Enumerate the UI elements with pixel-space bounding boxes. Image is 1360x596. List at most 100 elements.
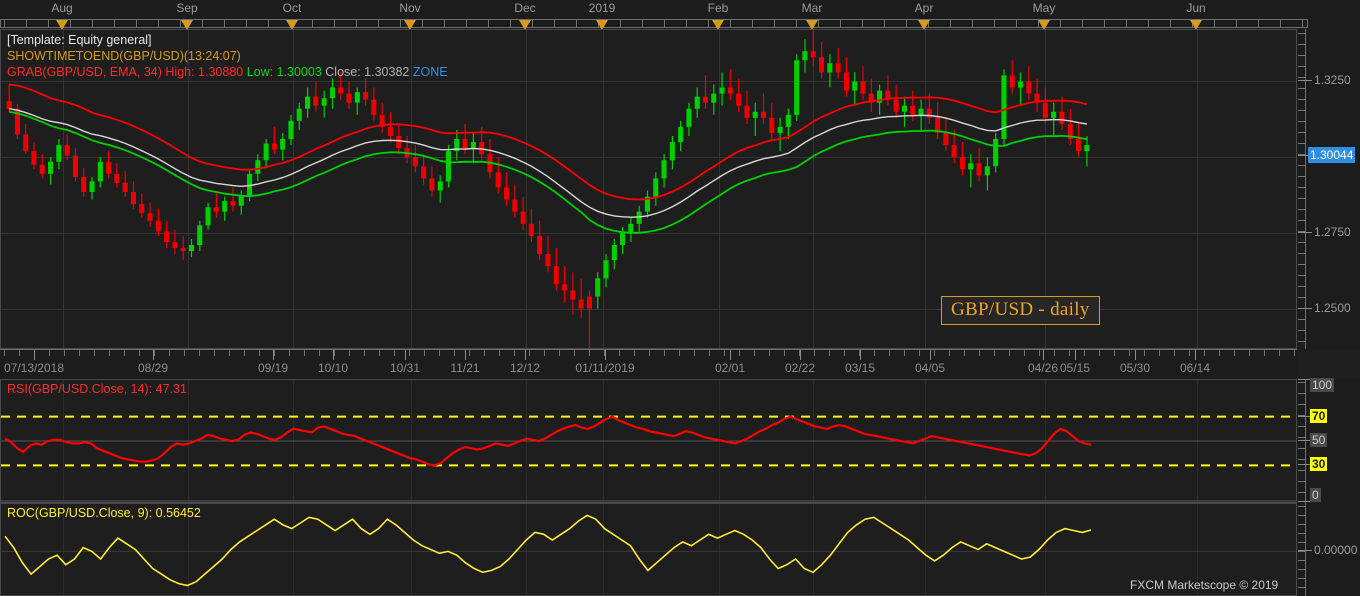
gridline-vertical	[293, 30, 294, 348]
rsi-axis[interactable]: 100 70 50 30 0	[1297, 378, 1360, 503]
date-axis-label: 05/30	[1119, 361, 1151, 375]
date-axis-minor-tick	[664, 350, 665, 356]
date-axis-minor-tick	[679, 350, 680, 356]
ruler-tick	[686, 20, 687, 27]
date-axis[interactable]: 07/13/2018 08/29 09/19 10/10 10/31 11/21 12/12…	[0, 349, 1297, 379]
date-axis-minor-tick	[49, 350, 50, 356]
zone-label: ZONE	[412, 65, 448, 79]
date-axis-minor-tick	[454, 350, 455, 356]
rsi-panel[interactable]: RSI(GBP/USD.Close, 14): 47.31	[0, 379, 1297, 503]
date-axis-minor-tick	[1219, 350, 1220, 356]
price-axis[interactable]: 1.3250 1.2750 1.2500 1.30044	[1297, 29, 1360, 349]
gridline-vertical	[719, 504, 720, 595]
date-axis-minor-tick	[274, 350, 275, 356]
date-axis-label: 03/15	[844, 361, 876, 375]
price-axis-minor-tick	[1298, 88, 1306, 89]
ruler-month-label: May	[1032, 1, 1056, 15]
ruler-tick	[906, 20, 907, 27]
gridline-vertical	[63, 30, 64, 348]
rsi-axis-label: 100	[1310, 378, 1335, 392]
ruler-tick	[1060, 20, 1061, 27]
date-axis-minor-tick	[1279, 350, 1280, 356]
rsi-axis-major-tick	[1298, 415, 1312, 417]
rsi-axis-minor-tick	[1298, 459, 1306, 460]
date-axis-major-tick	[1195, 350, 1196, 360]
ruler-tick	[158, 20, 159, 27]
current-price-tick	[1298, 154, 1312, 156]
date-axis-minor-tick	[784, 350, 785, 356]
date-axis-major-tick	[1075, 350, 1076, 360]
date-axis-major-tick	[800, 350, 801, 360]
month-marker-triangle	[286, 20, 298, 30]
date-axis-minor-tick	[829, 350, 830, 356]
price-axis-minor-tick	[1298, 297, 1306, 298]
gridline-vertical	[411, 504, 412, 595]
date-axis-minor-tick	[604, 350, 605, 356]
gridline-vertical	[925, 504, 926, 595]
price-axis-minor-tick	[1298, 319, 1306, 320]
vendor-watermark: FXCM Marketscope © 2019	[1130, 578, 1279, 592]
ruler-month-label: Oct	[282, 1, 302, 15]
month-ruler[interactable]: Aug Sep Oct Nov Dec 2019 Feb Mar Apr May Jun	[0, 0, 1360, 30]
ruler-month-label: Jun	[1186, 1, 1206, 15]
roc-axis[interactable]: 0.00000	[1297, 503, 1360, 596]
ruler-tick	[334, 20, 335, 27]
price-axis-label: 1.2500	[1314, 300, 1351, 315]
date-axis-minor-tick	[169, 350, 170, 356]
date-axis-line	[0, 349, 1297, 350]
date-axis-label: 12/12	[509, 361, 541, 375]
gridline-vertical	[1197, 504, 1198, 595]
date-axis-major-tick	[465, 350, 466, 360]
month-marker-triangle	[181, 20, 193, 30]
ruler-tick	[378, 20, 379, 27]
roc-axis-minor-tick	[1298, 542, 1306, 543]
date-axis-minor-tick	[154, 350, 155, 356]
date-axis-major-tick	[333, 350, 334, 360]
date-axis-minor-tick	[619, 350, 620, 356]
current-price-badge: 1.30044	[1308, 146, 1356, 163]
roc-axis-minor-tick	[1298, 587, 1306, 588]
rsi-axis-major-tick	[1298, 379, 1312, 380]
price-axis-label: 1.3250	[1314, 73, 1351, 88]
rsi-axis-major-tick	[1298, 464, 1312, 466]
date-axis-minor-tick	[1264, 350, 1265, 356]
rsi-axis-minor-tick	[1298, 437, 1306, 438]
ruler-tick	[488, 20, 489, 27]
date-axis-label: 07/13/2018	[3, 361, 65, 375]
date-axis-minor-tick	[739, 350, 740, 356]
date-axis-minor-tick	[64, 350, 65, 356]
roc-axis-minor-tick	[1298, 569, 1306, 570]
ruler-tick	[620, 20, 621, 27]
rsi-axis-minor-tick	[1298, 470, 1306, 471]
date-axis-label: 05/15	[1059, 361, 1091, 375]
price-axis-minor-tick	[1298, 209, 1306, 210]
date-axis-minor-tick	[1024, 350, 1025, 356]
date-axis-minor-tick	[919, 350, 920, 356]
price-axis-major-tick	[1298, 307, 1312, 309]
gridline-vertical	[719, 30, 720, 348]
price-axis-label: 1.2750	[1314, 224, 1351, 239]
ruler-month-label: Mar	[801, 1, 823, 15]
ruler-tick	[136, 20, 137, 27]
date-axis-label: 11/21	[450, 361, 480, 375]
ruler-tick	[884, 20, 885, 27]
ruler-month-label: Nov	[399, 1, 421, 15]
ruler-month-label: Feb	[707, 1, 729, 15]
rsi-axis-minor-tick	[1298, 481, 1306, 482]
price-axis-minor-tick	[1298, 110, 1306, 111]
date-axis-minor-tick	[799, 350, 800, 356]
roc-axis-minor-tick	[1298, 515, 1306, 516]
price-panel[interactable]: [Template: Equity general] SHOWTIMETOEND…	[0, 29, 1297, 349]
gridline-vertical	[63, 504, 64, 595]
price-axis-line	[1305, 29, 1306, 349]
price-axis-minor-tick	[1298, 341, 1306, 342]
roc-axis-minor-tick	[1298, 524, 1306, 525]
date-axis-label: 01/11/2019	[575, 361, 635, 375]
date-axis-minor-tick	[949, 350, 950, 356]
ruler-tick	[774, 20, 775, 27]
roc-panel[interactable]: ROC(GBP/USD.Close, 9): 0.56452	[0, 503, 1297, 596]
date-axis-minor-tick	[259, 350, 260, 356]
price-axis-minor-tick	[1298, 275, 1306, 276]
ruler-month-label: 2019	[588, 1, 616, 15]
gridline-vertical	[188, 30, 189, 348]
